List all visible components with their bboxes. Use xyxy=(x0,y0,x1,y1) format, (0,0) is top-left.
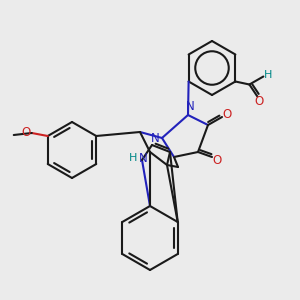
Text: N: N xyxy=(139,152,147,164)
Text: O: O xyxy=(212,154,222,166)
Text: N: N xyxy=(186,100,194,113)
Text: O: O xyxy=(222,107,232,121)
Text: H: H xyxy=(129,153,137,163)
Text: H: H xyxy=(264,70,273,80)
Text: O: O xyxy=(255,95,264,108)
Text: O: O xyxy=(21,125,30,139)
Text: N: N xyxy=(151,131,159,145)
